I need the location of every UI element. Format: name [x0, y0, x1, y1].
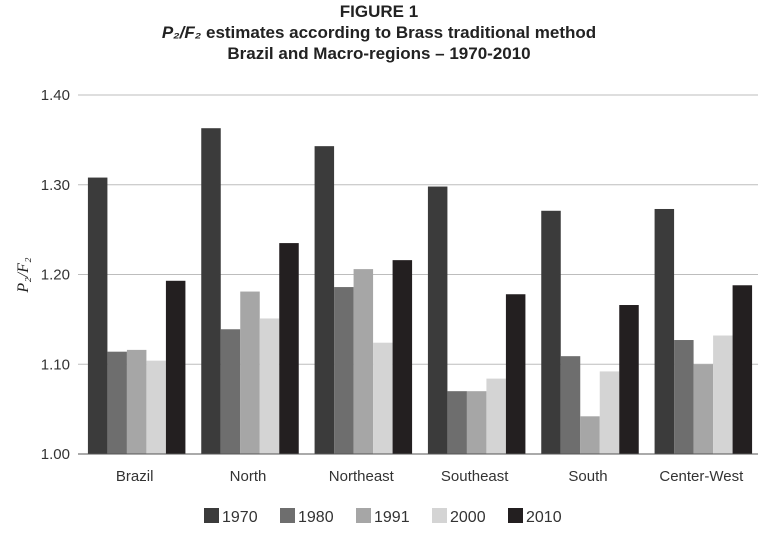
bar — [560, 356, 581, 454]
bar — [201, 128, 221, 454]
legend-label: 1991 — [374, 509, 410, 526]
bar — [619, 305, 639, 454]
legend-swatch — [356, 508, 371, 523]
bar — [165, 280, 186, 454]
y-tick-label: 1.30 — [41, 177, 70, 194]
chart-title: FIGURE 1 — [339, 2, 419, 21]
bar — [373, 342, 393, 454]
y-tick-label: 1.00 — [41, 446, 70, 463]
bar — [654, 208, 675, 454]
y-tick-label: 1.10 — [41, 356, 70, 373]
bar — [599, 371, 620, 454]
legend: 1970 1980 1991 2000 2010 — [204, 508, 562, 526]
y-tick-label: 1.20 — [41, 267, 70, 284]
subtitle-ratio: P₂/F₂ — [161, 23, 202, 42]
bar — [314, 146, 335, 454]
bar — [126, 349, 147, 454]
bar — [732, 285, 753, 454]
bar — [392, 260, 413, 454]
x-tick-label: Southeast — [441, 468, 509, 485]
chart-subtitle: P₂/F₂ estimates according to Brass tradi… — [0, 23, 758, 43]
subtitle-text: estimates according to Brass traditional… — [201, 23, 597, 42]
bar — [713, 335, 733, 454]
bar — [240, 291, 260, 454]
bar — [353, 269, 374, 454]
legend-label: 2000 — [450, 509, 486, 526]
x-tick-label: Brazil — [116, 468, 154, 485]
bars — [87, 128, 753, 455]
bar — [447, 391, 467, 454]
gridlines — [78, 94, 758, 365]
chart-subtitle-2: Brazil and Macro-regions – 1970-2010 — [227, 44, 531, 63]
y-tick-label: 1.40 — [41, 87, 70, 104]
bar — [220, 329, 241, 454]
bar — [674, 340, 694, 454]
legend-swatch — [432, 508, 447, 523]
bar — [334, 287, 354, 454]
bar — [466, 391, 487, 454]
bar — [279, 243, 299, 454]
bar — [693, 364, 714, 454]
legend-label: 1970 — [222, 509, 258, 526]
legend-label: 1980 — [298, 509, 334, 526]
bar — [146, 360, 166, 454]
bar — [486, 378, 506, 454]
bar — [505, 294, 526, 454]
x-tick-label: South — [568, 468, 607, 485]
bar — [427, 186, 448, 455]
bar — [541, 210, 561, 454]
axes: 1.00 1.10 1.20 1.30 1.40 Brazil North Northeast… — [41, 87, 758, 485]
legend-swatch — [508, 508, 523, 523]
bar — [580, 416, 600, 454]
bar — [87, 177, 108, 454]
legend-label: 2010 — [526, 509, 562, 526]
y-axis-label: P₂/F₂ — [15, 257, 32, 294]
x-tick-label: Center-West — [659, 468, 744, 485]
bar — [107, 351, 127, 454]
x-tick-label: Northeast — [329, 468, 395, 485]
x-tick-label: North — [230, 468, 267, 485]
bar — [259, 318, 280, 454]
legend-swatch — [204, 508, 219, 523]
legend-swatch — [280, 508, 295, 523]
